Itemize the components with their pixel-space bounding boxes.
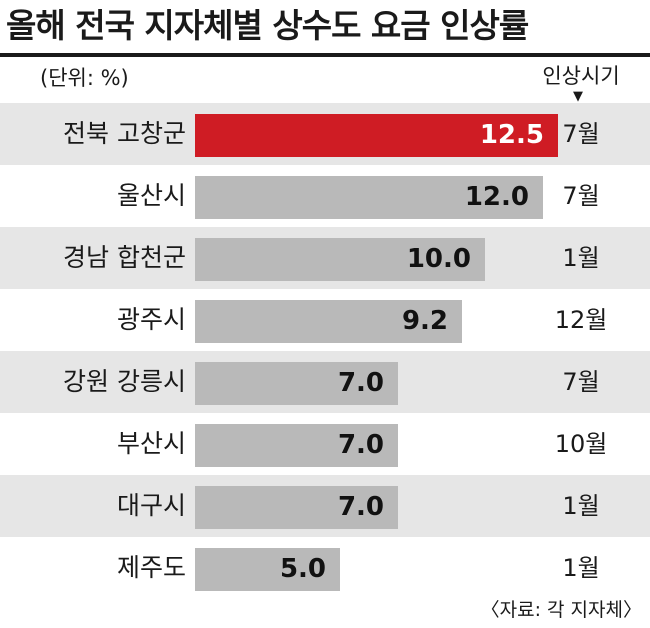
chart-title: 올해 전국 지자체별 상수도 요금 인상률 — [6, 6, 529, 45]
chart-row: 제주도 5.0 1월 — [0, 537, 650, 599]
chart-row: 대구시 7.0 1월 — [0, 475, 650, 537]
bar-value-label: 12.0 — [464, 182, 529, 212]
timing-label: 1월 — [562, 492, 600, 520]
unit-label: (단위: %) — [40, 66, 129, 90]
category-label: 부산시 — [116, 429, 186, 458]
bar-value-label: 7.0 — [337, 430, 384, 460]
chart-row: 광주시 9.2 12월 — [0, 289, 650, 351]
chart-row: 부산시 7.0 10월 — [0, 413, 650, 475]
bar: 7.0 — [195, 362, 398, 405]
timing-header: 인상시기 — [542, 64, 620, 88]
bar-value-label: 7.0 — [337, 492, 384, 522]
timing-label: 7월 — [562, 182, 600, 210]
category-label: 광주시 — [116, 305, 186, 334]
title-divider — [0, 53, 650, 57]
bar: 5.0 — [195, 548, 340, 591]
bar: 7.0 — [195, 424, 398, 467]
bar-value-label: 10.0 — [406, 244, 471, 274]
bar: 10.0 — [195, 238, 485, 281]
bar-value-label: 5.0 — [279, 554, 326, 584]
bar: 7.0 — [195, 486, 398, 529]
bar: 12.5 — [195, 114, 558, 157]
category-label: 전북 고창군 — [63, 119, 186, 148]
category-label: 강원 강릉시 — [63, 367, 186, 396]
bar-value-label: 9.2 — [401, 306, 448, 336]
chart-row: 울산시 12.0 7월 — [0, 165, 650, 227]
timing-label: 1월 — [562, 244, 600, 272]
bar-value-label: 12.5 — [479, 120, 544, 150]
timing-label: 7월 — [562, 368, 600, 396]
timing-label: 1월 — [562, 554, 600, 582]
timing-label: 10월 — [554, 430, 608, 458]
chart-row: 경남 합천군 10.0 1월 — [0, 227, 650, 289]
source-note: 〈자료: 각 지자체〉 — [480, 599, 642, 621]
timing-label: 12월 — [554, 306, 608, 334]
bar: 9.2 — [195, 300, 462, 343]
bar-value-label: 7.0 — [337, 368, 384, 398]
category-label: 경남 합천군 — [63, 243, 186, 272]
chart-row: 강원 강릉시 7.0 7월 — [0, 351, 650, 413]
down-arrow-icon: ▼ — [573, 89, 583, 104]
category-label: 대구시 — [116, 491, 186, 520]
category-label: 울산시 — [116, 181, 186, 210]
chart-row: 전북 고창군 12.5 7월 — [0, 103, 650, 165]
bar: 12.0 — [195, 176, 543, 219]
category-label: 제주도 — [116, 553, 186, 582]
timing-label: 7월 — [562, 120, 600, 148]
